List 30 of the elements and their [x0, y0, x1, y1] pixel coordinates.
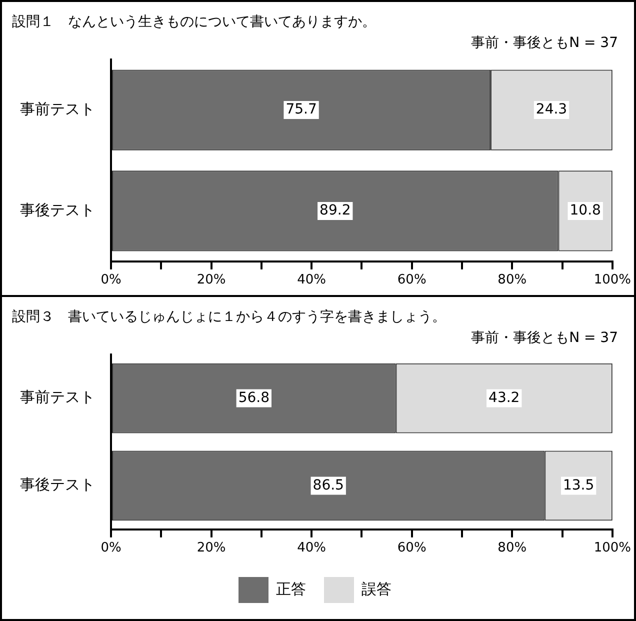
y-tick-label: 事後テスト	[20, 200, 95, 219]
legend-label: 正答	[276, 580, 306, 598]
data-label: 13.5	[562, 477, 594, 494]
x-tick-label: 80%	[498, 272, 527, 288]
y-tick-label: 事前テスト	[20, 100, 95, 118]
x-tick-label: 20%	[196, 272, 226, 288]
chart-subtitle: 事前・事後ともN = 37	[471, 34, 618, 51]
y-tick-label: 事後テスト	[20, 476, 95, 494]
data-label: 86.5	[312, 477, 344, 494]
data-label: 89.2	[320, 202, 351, 219]
x-tick-label: 100%	[594, 272, 632, 288]
x-tick-label: 40%	[297, 540, 326, 556]
x-tick-label: 40%	[297, 272, 326, 288]
x-tick-label: 20%	[196, 540, 226, 556]
x-tick-label: 60%	[397, 272, 426, 288]
y-tick-label: 事前テスト	[20, 388, 95, 406]
data-label: 56.8	[238, 390, 270, 406]
chart-title: 設問３ 書いているじゅんじょに１から４のすう字を書きましょう。	[12, 309, 446, 326]
data-label: 10.8	[570, 202, 601, 219]
data-label: 43.2	[488, 390, 520, 406]
x-tick-label: 60%	[397, 540, 426, 556]
data-label: 24.3	[536, 102, 568, 118]
data-label: 75.7	[286, 102, 317, 118]
x-tick-label: 80%	[498, 540, 527, 556]
chart-subtitle: 事前・事後ともN = 37	[471, 330, 618, 346]
x-tick-label: 0%	[100, 272, 122, 288]
x-tick-label: 0%	[100, 540, 122, 556]
x-tick-label: 100%	[594, 540, 632, 556]
chart-title: 設問１ なんという生きものについて書いてありますか。	[12, 14, 376, 30]
legend-label: 誤答	[362, 580, 392, 598]
